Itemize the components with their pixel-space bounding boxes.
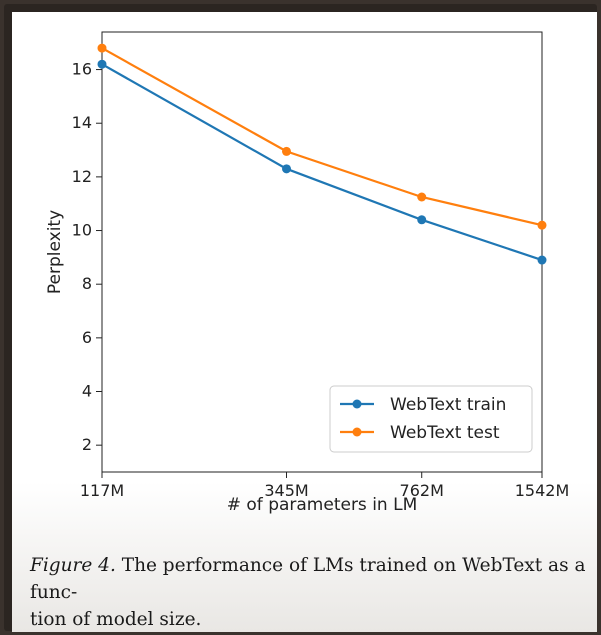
y-tick-label: 14 [72,113,92,132]
data-point [282,164,292,174]
legend-test-label: WebText test [390,423,500,443]
series-group [97,43,547,265]
y-tick-label: 6 [82,328,92,347]
series-line-test [101,47,543,227]
perplexity-chart: 2 4 6 8 10 12 14 16 117M 345M 762M 1542M Perplexit… [45,31,569,515]
y-tick-label: 4 [82,382,92,401]
data-point [282,146,292,156]
y-axis: 2 4 6 8 10 12 14 16 [72,60,102,454]
x-tick-label: 117M [80,481,124,500]
caption-text: The performance of LMs trained on WebTex… [30,555,586,630]
paper-shadow [12,482,597,632]
x-tick-label: 762M [400,481,444,500]
y-tick-label: 8 [82,274,92,293]
figure-label: Figure 4. [30,555,116,576]
figure-caption: Figure 4. The performance of LMs trained… [30,552,590,633]
legend: WebText train WebText test [329,385,533,453]
x-tick-label: 1542M [515,481,570,500]
data-point [417,215,427,225]
y-tick-label: 12 [72,167,92,186]
x-axis-label: # of parameters in LM [227,495,418,515]
data-point [537,255,547,265]
y-axis-label: Perplexity [45,210,65,294]
data-point [97,59,107,69]
y-tick-label: 2 [82,435,92,454]
legend-test-marker [352,427,362,437]
legend-train-label: WebText train [390,395,506,415]
y-tick-label: 16 [72,60,92,79]
y-tick-label: 10 [72,221,92,240]
data-point [97,43,107,53]
legend-box [329,385,533,453]
photo-frame: 2 4 6 8 10 12 14 16 117M 345M 762M 1542M Perplexit… [4,4,597,632]
data-point [537,220,547,230]
data-point [417,192,427,202]
x-axis: 117M 345M 762M 1542M [80,472,569,500]
legend-train-marker [352,399,362,409]
paper-page: 2 4 6 8 10 12 14 16 117M 345M 762M 1542M Perplexit… [12,12,597,632]
series-line-train [101,63,543,262]
x-tick-label: 345M [264,481,308,500]
